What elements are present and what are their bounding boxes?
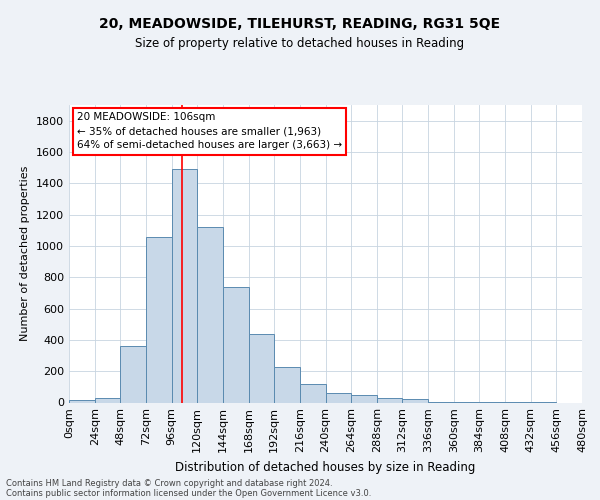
Bar: [248, 334, 274, 402]
Bar: [582, 400, 600, 402]
Bar: [95, 398, 121, 402]
Bar: [351, 394, 377, 402]
Bar: [274, 368, 300, 402]
Bar: [325, 393, 351, 402]
Bar: [69, 400, 95, 402]
Bar: [146, 236, 172, 402]
Bar: [300, 384, 325, 402]
Text: 20 MEADOWSIDE: 106sqm
← 35% of detached houses are smaller (1,963)
64% of semi-d: 20 MEADOWSIDE: 106sqm ← 35% of detached …: [77, 112, 342, 150]
Bar: [223, 286, 248, 403]
Bar: [121, 346, 146, 403]
Bar: [403, 399, 428, 402]
X-axis label: Distribution of detached houses by size in Reading: Distribution of detached houses by size …: [175, 461, 476, 474]
Text: 20, MEADOWSIDE, TILEHURST, READING, RG31 5QE: 20, MEADOWSIDE, TILEHURST, READING, RG31…: [100, 18, 500, 32]
Text: Size of property relative to detached houses in Reading: Size of property relative to detached ho…: [136, 38, 464, 51]
Y-axis label: Number of detached properties: Number of detached properties: [20, 166, 31, 342]
Bar: [172, 169, 197, 402]
Bar: [197, 227, 223, 402]
Text: Contains public sector information licensed under the Open Government Licence v3: Contains public sector information licen…: [6, 488, 371, 498]
Bar: [377, 398, 403, 402]
Text: Contains HM Land Registry data © Crown copyright and database right 2024.: Contains HM Land Registry data © Crown c…: [6, 478, 332, 488]
